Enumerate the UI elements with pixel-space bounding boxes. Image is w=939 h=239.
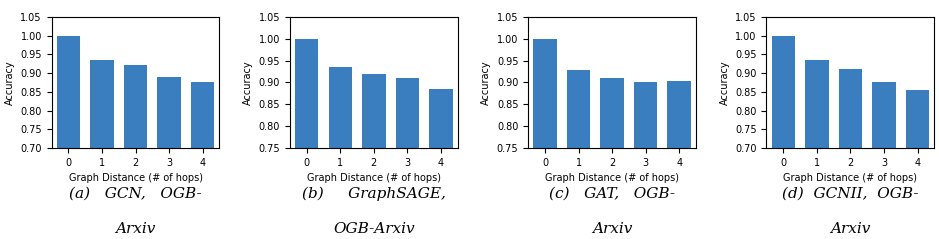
- Bar: [839, 69, 862, 239]
- Bar: [429, 89, 453, 239]
- Text: (a)   GCN,   OGB-: (a) GCN, OGB-: [69, 186, 202, 201]
- X-axis label: Graph Distance (# of hops): Graph Distance (# of hops): [783, 174, 917, 184]
- Bar: [567, 70, 591, 239]
- Y-axis label: Accuracy: Accuracy: [5, 60, 15, 105]
- Y-axis label: Accuracy: Accuracy: [719, 60, 730, 105]
- X-axis label: Graph Distance (# of hops): Graph Distance (# of hops): [69, 174, 203, 184]
- Bar: [533, 39, 557, 239]
- Text: Arxiv: Arxiv: [830, 222, 870, 236]
- Bar: [772, 36, 795, 239]
- Bar: [191, 82, 214, 239]
- Y-axis label: Accuracy: Accuracy: [482, 60, 491, 105]
- Bar: [872, 82, 896, 239]
- Text: Arxiv: Arxiv: [592, 222, 632, 236]
- Bar: [600, 78, 623, 239]
- Text: Arxiv: Arxiv: [115, 222, 156, 236]
- Bar: [329, 67, 352, 239]
- Bar: [158, 77, 181, 239]
- Y-axis label: Accuracy: Accuracy: [243, 60, 253, 105]
- Text: (c)   GAT,   OGB-: (c) GAT, OGB-: [549, 186, 675, 201]
- X-axis label: Graph Distance (# of hops): Graph Distance (# of hops): [307, 174, 440, 184]
- Bar: [90, 60, 114, 239]
- Text: (d)  GCNII,  OGB-: (d) GCNII, OGB-: [782, 186, 918, 201]
- Text: OGB-Arxiv: OGB-Arxiv: [333, 222, 415, 236]
- Bar: [906, 90, 930, 239]
- Bar: [295, 39, 318, 239]
- X-axis label: Graph Distance (# of hops): Graph Distance (# of hops): [546, 174, 679, 184]
- Bar: [124, 65, 147, 239]
- Bar: [395, 78, 419, 239]
- Bar: [362, 74, 386, 239]
- Bar: [634, 82, 657, 239]
- Text: (b)     GraphSAGE,: (b) GraphSAGE,: [302, 186, 446, 201]
- Bar: [56, 36, 80, 239]
- Bar: [805, 60, 828, 239]
- Bar: [668, 81, 691, 239]
